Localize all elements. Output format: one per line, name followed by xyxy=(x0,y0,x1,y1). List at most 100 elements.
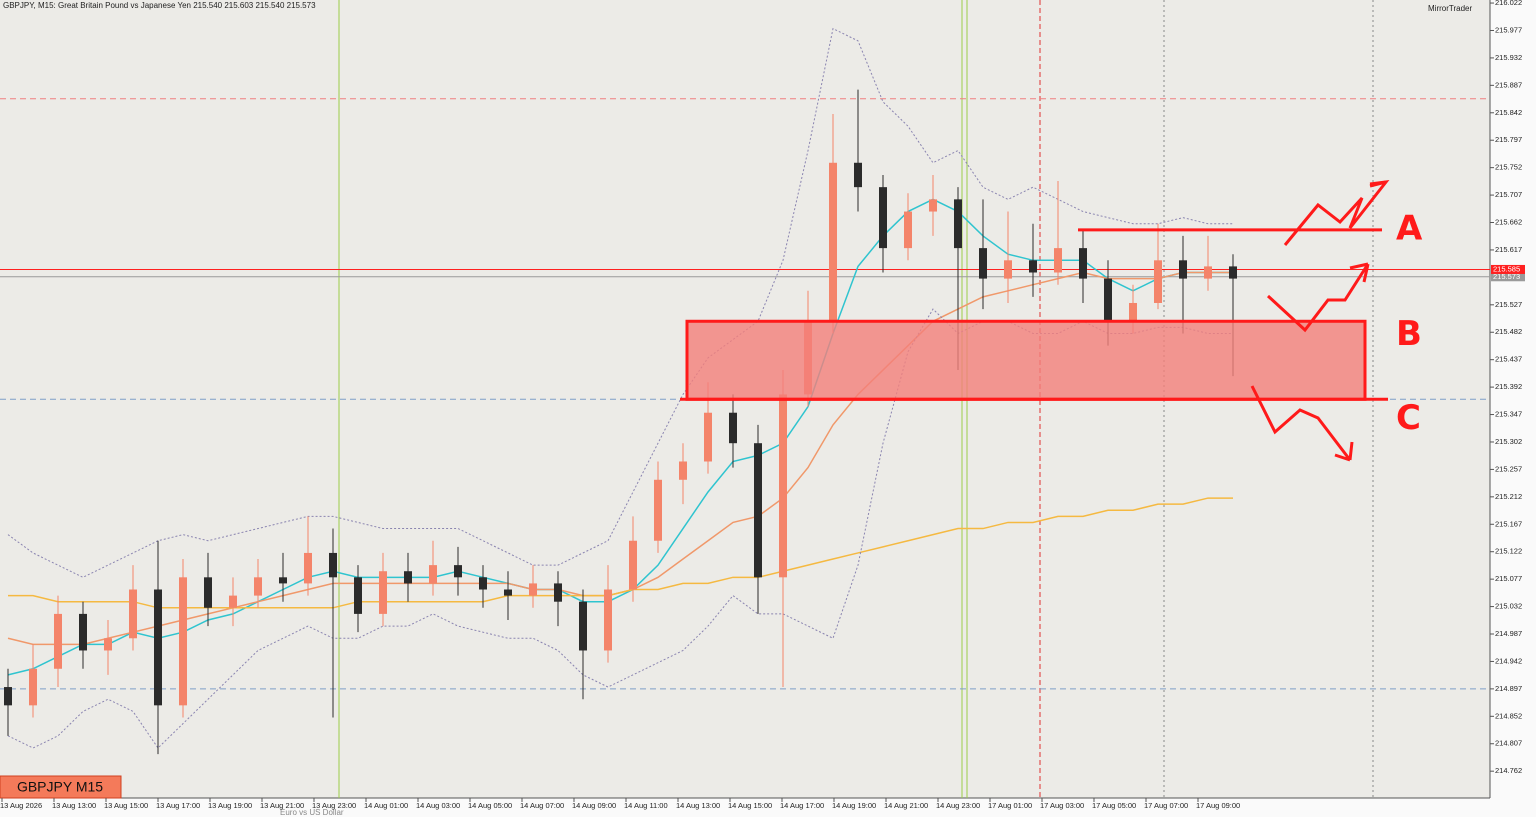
candle-body xyxy=(1129,302,1137,322)
candle-body xyxy=(4,687,12,706)
candle-body xyxy=(279,577,287,584)
y-tick-label: 215.077 xyxy=(1495,574,1522,583)
candle-body xyxy=(304,552,312,584)
annotation: B xyxy=(1396,314,1422,354)
x-tick-label: 14 Aug 17:00 xyxy=(780,801,824,810)
candle-body xyxy=(504,589,512,596)
x-tick-label: 14 Aug 07:00 xyxy=(520,801,564,810)
x-tick-label: 14 Aug 11:00 xyxy=(624,801,668,810)
candle-body xyxy=(779,394,787,578)
candle-body xyxy=(479,577,487,590)
y-tick-label: 215.122 xyxy=(1495,547,1522,556)
candle-body xyxy=(979,248,987,279)
badge-bg xyxy=(0,775,122,799)
arrow xyxy=(1250,385,1354,462)
y-tick-label: 215.437 xyxy=(1495,355,1522,364)
candle-body xyxy=(354,577,362,614)
y-tick-label: 214.807 xyxy=(1495,739,1522,748)
candle-body xyxy=(929,199,937,212)
y-tick-label: 215.617 xyxy=(1495,245,1522,254)
candle-body xyxy=(1004,260,1012,279)
candle-body xyxy=(104,638,112,651)
candle-body xyxy=(904,211,912,249)
indicator-line xyxy=(7,27,1233,578)
x-tick-label: 14 Aug 19:00 xyxy=(832,801,876,810)
price-label: 215.585 xyxy=(1493,264,1520,273)
y-tick-label: 216.022 xyxy=(1495,0,1522,7)
candle-body xyxy=(704,412,712,462)
x-tick-label: 14 Aug 13:00 xyxy=(676,801,720,810)
x-tick-label: 17 Aug 03:00 xyxy=(1040,801,1084,810)
candle-body xyxy=(79,613,87,651)
candle-body xyxy=(754,443,762,578)
candle-body xyxy=(404,571,412,584)
candle-body xyxy=(679,461,687,480)
x-tick-label: 13 Aug 23:00 xyxy=(312,801,356,810)
candle-body xyxy=(1054,248,1062,273)
y-tick-label: 215.347 xyxy=(1495,410,1522,419)
x-tick-label: 14 Aug 09:00 xyxy=(572,801,616,810)
y-tick-label: 214.942 xyxy=(1495,656,1522,665)
candle-body xyxy=(729,412,737,444)
x-tick-label: 14 Aug 15:00 xyxy=(728,801,772,810)
candle-body xyxy=(329,552,337,578)
chart-title: GBPJPY, M15: Great Britain Pound vs Japa… xyxy=(3,1,316,10)
candle-body xyxy=(129,589,137,639)
candle-body xyxy=(204,577,212,608)
candle-body xyxy=(954,199,962,249)
tab[interactable]: Euro vs US Dollar xyxy=(280,808,344,817)
annotation: C xyxy=(1396,398,1421,438)
indicator-line xyxy=(7,198,1233,676)
x-tick-label: 13 Aug 19:00 xyxy=(208,801,252,810)
candle-body xyxy=(179,577,187,706)
y-tick-label: 215.482 xyxy=(1495,327,1522,336)
x-tick-label: 14 Aug 21:00 xyxy=(884,801,928,810)
x-tick-label: 13 Aug 13:00 xyxy=(52,801,96,810)
x-tick-label: 17 Aug 09:00 xyxy=(1196,801,1240,810)
x-tick-label: 14 Aug 05:00 xyxy=(468,801,512,810)
candle-body xyxy=(1104,278,1112,322)
arrow xyxy=(1266,262,1370,333)
x-tick-label: 17 Aug 07:00 xyxy=(1144,801,1188,810)
candle-body xyxy=(379,571,387,614)
y-tick-label: 214.987 xyxy=(1495,629,1522,638)
candle-body xyxy=(854,162,862,188)
zone xyxy=(685,319,1367,401)
arrow xyxy=(1369,180,1387,188)
x-tick-label: 17 Aug 01:00 xyxy=(988,801,1032,810)
candle-body xyxy=(254,577,262,596)
x-tick-label: 14 Aug 03:00 xyxy=(416,801,460,810)
x-tick-label: 13 Aug 21:00 xyxy=(260,801,304,810)
candle-body xyxy=(604,589,612,651)
candle-body xyxy=(229,595,237,608)
candle-body xyxy=(879,187,887,249)
y-tick-label: 215.257 xyxy=(1495,464,1522,473)
annotation: A xyxy=(1396,208,1423,248)
axis-bg xyxy=(1490,0,1536,817)
candle-body xyxy=(654,479,662,541)
brand: MirrorTrader xyxy=(1428,4,1472,13)
candle-body xyxy=(629,540,637,590)
y-tick-label: 215.527 xyxy=(1495,300,1522,309)
indicator-line xyxy=(8,497,1233,609)
price-label-bg xyxy=(1491,272,1525,282)
axis-bg xyxy=(0,798,1490,817)
x-tick-label: 13 Aug 2026 xyxy=(0,801,42,810)
candle-body xyxy=(154,589,162,706)
x-tick-label: 13 Aug 17:00 xyxy=(156,801,200,810)
y-tick-label: 215.752 xyxy=(1495,163,1522,172)
y-tick-label: 215.887 xyxy=(1495,80,1522,89)
y-tick-label: 215.392 xyxy=(1495,382,1522,391)
candle-body xyxy=(1154,260,1162,303)
candle-body xyxy=(829,162,837,322)
y-tick-label: 215.797 xyxy=(1495,135,1522,144)
candle-body xyxy=(1029,260,1037,273)
y-tick-label: 214.762 xyxy=(1495,766,1522,775)
candle-body xyxy=(579,601,587,651)
x-tick-label: 13 Aug 15:00 xyxy=(104,801,148,810)
candle-body xyxy=(429,565,437,584)
candle-body xyxy=(1079,248,1087,279)
y-tick-label: 215.212 xyxy=(1495,492,1522,501)
